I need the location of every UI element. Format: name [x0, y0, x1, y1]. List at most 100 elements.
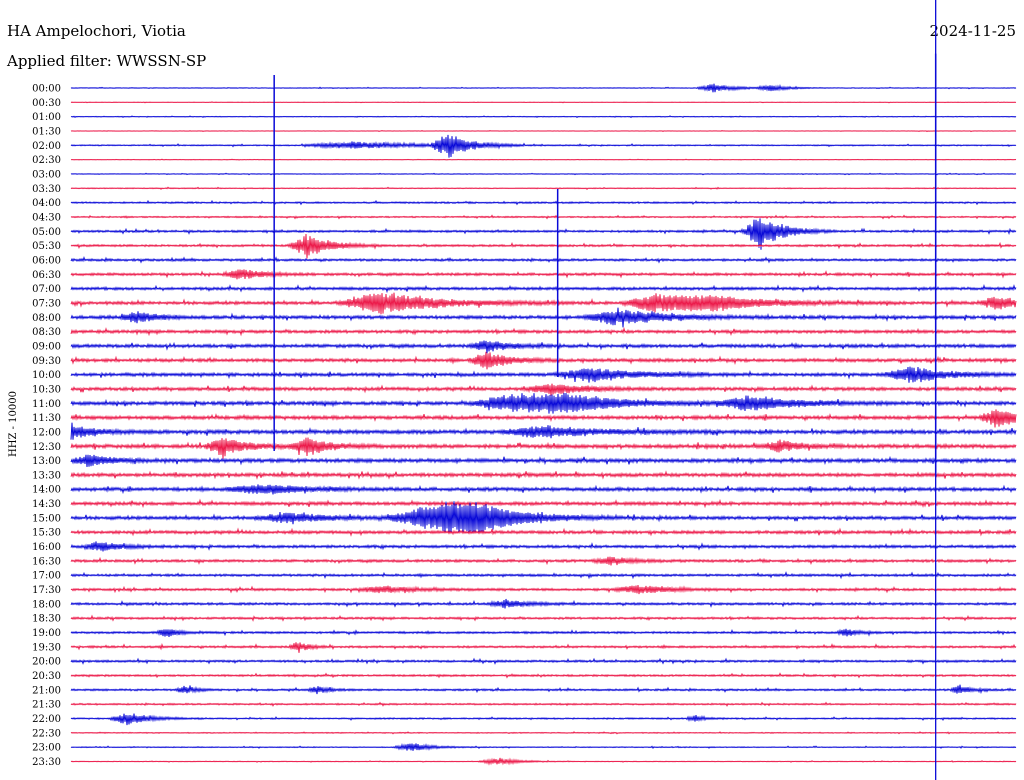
trace-line: [70, 115, 1017, 119]
time-label: 14:00: [32, 485, 61, 496]
trace-line: [70, 501, 1017, 534]
trace-line: [70, 255, 1017, 264]
trace-line: [70, 83, 1017, 93]
trace-line: [70, 437, 1017, 459]
trace-line: [70, 134, 1017, 158]
trace-line: [70, 283, 1017, 294]
trace-line: [70, 326, 1017, 337]
filter-label: Applied filter: WWSSN-SP: [6, 52, 206, 70]
trace-line: [70, 598, 1017, 609]
trace-line: [70, 628, 1017, 637]
trace-line: [70, 233, 1017, 259]
trace-line: [70, 199, 1017, 206]
time-label: 02:00: [32, 141, 61, 152]
trace-line: [70, 340, 1017, 354]
time-labels: 00:00 00:30 01:00 01:30 02:00 02:30 03:00 03:30…: [32, 84, 61, 769]
trace-line: [70, 351, 1017, 370]
trace-line: [70, 454, 1017, 467]
trace-line: [70, 214, 1017, 220]
trace-line: [70, 614, 1017, 622]
time-label: 20:30: [32, 671, 61, 682]
time-label: 04:00: [32, 198, 61, 209]
time-label: 15:30: [32, 528, 61, 539]
trace-line: [70, 130, 1017, 133]
trace-line: [70, 383, 1017, 396]
trace-line: [70, 584, 1017, 595]
time-label: 12:00: [32, 427, 61, 438]
time-label: 06:00: [32, 255, 61, 266]
time-label: 17:30: [32, 585, 61, 596]
trace-rows: [70, 53, 1017, 766]
trace-line: [70, 731, 1017, 735]
trace-line: [70, 642, 1017, 653]
time-label: 14:30: [32, 499, 61, 510]
trace-line: [70, 158, 1017, 161]
station-title: HA Ampelochori, Viotia: [7, 22, 186, 40]
time-label: 12:30: [32, 442, 61, 453]
time-label: 08:00: [32, 313, 61, 324]
time-label: 05:30: [32, 241, 61, 252]
time-label: 03:30: [32, 184, 61, 195]
time-label: 02:30: [32, 155, 61, 166]
trace-line: [70, 218, 1017, 250]
trace-line: [70, 470, 1017, 480]
time-label: 00:30: [32, 98, 61, 109]
trace-line: [70, 292, 1017, 315]
time-label: 01:00: [32, 112, 61, 123]
time-label: 00:00: [32, 84, 61, 95]
time-label: 19:30: [32, 642, 61, 653]
time-label: 11:00: [32, 399, 61, 410]
trace-line: [70, 392, 1017, 414]
trace-line: [70, 498, 1017, 509]
time-label: 17:00: [32, 571, 61, 582]
date-label: 2024-11-25: [930, 22, 1016, 40]
time-label: 07:30: [32, 298, 61, 309]
time-label: 19:00: [32, 628, 61, 639]
time-label: 18:00: [32, 599, 61, 610]
trace-line: [70, 527, 1017, 537]
trace-line: [70, 757, 1017, 766]
trace-line: [70, 172, 1017, 176]
time-label: 03:00: [32, 169, 61, 180]
time-label: 04:30: [32, 212, 61, 223]
time-label: 06:30: [32, 270, 61, 281]
channel-label: HHZ - 10000: [8, 391, 19, 457]
time-label: 01:30: [32, 126, 61, 137]
time-label: 20:00: [32, 657, 61, 668]
time-label: 21:00: [32, 685, 61, 696]
time-label: 21:30: [32, 700, 61, 711]
time-label: 10:00: [32, 370, 61, 381]
time-label: 07:00: [32, 284, 61, 295]
trace-line: [70, 701, 1017, 707]
trace-line: [70, 556, 1017, 566]
time-label: 13:30: [32, 470, 61, 481]
trace-line: [70, 743, 1017, 751]
time-label: 05:00: [32, 227, 61, 238]
trace-line: [70, 571, 1017, 580]
time-label: 10:30: [32, 384, 61, 395]
trace-line: [70, 684, 1017, 695]
trace-line: [70, 713, 1017, 726]
time-label: 22:30: [32, 728, 61, 739]
trace-line: [70, 409, 1017, 428]
time-label: 23:30: [32, 757, 61, 768]
trace-line: [70, 541, 1017, 552]
time-label: 09:30: [32, 356, 61, 367]
time-label: 16:00: [32, 542, 61, 553]
trace-line: [70, 672, 1017, 679]
trace-line: [70, 307, 1017, 328]
time-label: 15:00: [32, 513, 61, 524]
time-label: 16:30: [32, 556, 61, 567]
trace-line: [70, 422, 1017, 440]
time-label: 09:00: [32, 341, 61, 352]
trace-line: [70, 366, 1017, 383]
time-label: 22:00: [32, 714, 61, 725]
trace-line: [70, 101, 1017, 104]
trace-line: [70, 186, 1017, 191]
trace-line: [70, 657, 1017, 665]
trace-line: [70, 484, 1017, 495]
time-label: 13:00: [32, 456, 61, 467]
time-label: 11:30: [32, 413, 61, 424]
time-label: 18:30: [32, 614, 61, 625]
